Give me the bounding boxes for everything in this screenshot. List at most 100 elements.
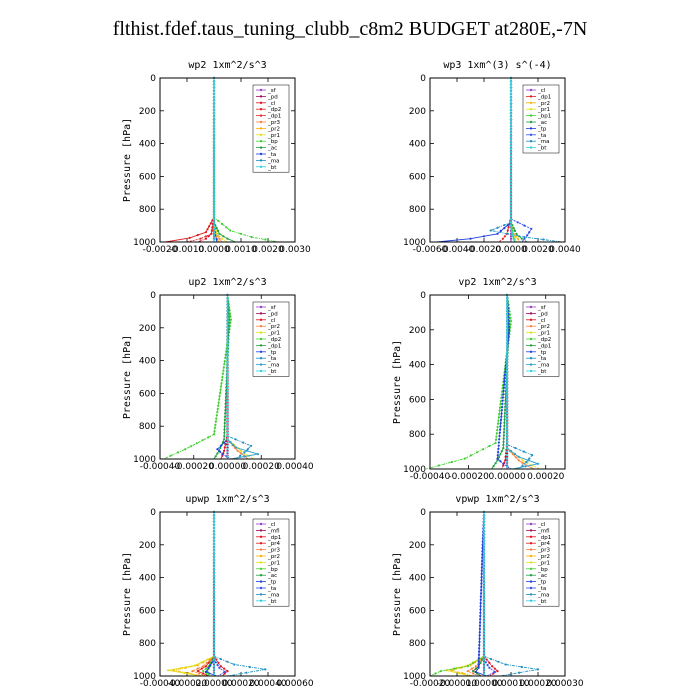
legend-entry: _sf xyxy=(267,88,277,94)
legend-marker xyxy=(529,529,533,532)
data-point xyxy=(239,232,243,235)
legend-entry: _pr2 xyxy=(537,324,550,330)
legend-marker xyxy=(259,567,263,570)
legend-entry: _bt xyxy=(537,369,547,375)
series-markers-bt xyxy=(506,293,509,468)
legend-marker xyxy=(529,554,533,558)
data-point xyxy=(204,237,207,240)
data-point xyxy=(513,452,517,455)
data-point xyxy=(212,86,216,89)
data-point xyxy=(226,390,229,393)
data-point xyxy=(219,658,222,661)
chart-panel-0: wp2 1xm^2/s^3 Pressure [hPa] 0 200 400 600 800… xyxy=(122,60,311,255)
legend-entry: _bt xyxy=(537,599,547,605)
data-point xyxy=(504,459,507,462)
data-point xyxy=(503,428,506,431)
data-point xyxy=(497,441,500,444)
series-markers-pr1 xyxy=(226,293,249,457)
data-point xyxy=(212,80,216,83)
x-tick-label: 0.00040 xyxy=(249,679,286,689)
data-point xyxy=(223,435,226,438)
y-tick-label: 400 xyxy=(409,140,426,150)
data-point xyxy=(215,658,218,661)
x-tick-label: 0.0020 xyxy=(522,245,554,255)
data-point xyxy=(194,664,197,667)
data-point xyxy=(212,568,216,571)
series-markers-pr1 xyxy=(167,510,216,675)
legend-entry: _ac xyxy=(267,573,277,579)
data-point xyxy=(221,222,224,226)
data-point xyxy=(497,419,500,422)
x-tick-label: 0.00000 xyxy=(209,462,246,472)
data-point xyxy=(482,536,486,539)
data-point xyxy=(482,523,486,526)
data-point xyxy=(204,231,207,234)
data-point xyxy=(212,562,216,565)
data-point xyxy=(226,364,229,367)
data-point xyxy=(226,303,229,306)
legend-marker xyxy=(259,350,263,353)
data-point xyxy=(226,351,229,354)
data-point xyxy=(233,663,236,666)
legend-entry: _pr4 xyxy=(267,541,281,547)
data-point xyxy=(212,182,216,185)
data-point xyxy=(212,523,216,526)
data-point xyxy=(509,205,513,208)
legend-entry: _pr2 xyxy=(267,126,280,132)
data-point xyxy=(477,663,480,666)
data-point xyxy=(226,319,229,322)
x-tick-label: 0.0020 xyxy=(252,245,284,255)
y-tick-label: 600 xyxy=(139,172,156,182)
data-point xyxy=(212,559,216,562)
y-tick-label: 200 xyxy=(139,324,156,334)
x-tick-label: 0.00040 xyxy=(276,462,313,472)
legend-marker xyxy=(529,369,533,373)
legend-marker xyxy=(259,305,263,309)
y-tick-label: 800 xyxy=(139,422,156,432)
data-point xyxy=(250,444,253,447)
data-point xyxy=(226,419,229,422)
y-tick-label: 0 xyxy=(150,74,156,84)
data-point xyxy=(470,667,473,670)
data-point xyxy=(509,137,513,141)
legend-marker xyxy=(259,337,263,341)
data-point xyxy=(509,160,513,163)
y-tick-label: 1000 xyxy=(133,238,156,248)
data-point xyxy=(212,620,216,623)
y-tick-label: 0 xyxy=(420,508,426,518)
series-markers-bt xyxy=(212,510,216,675)
plot-frame xyxy=(159,77,296,243)
data-point xyxy=(223,441,226,444)
data-point xyxy=(500,412,503,415)
data-point xyxy=(180,666,183,669)
x-tick-label: 0.00060 xyxy=(276,679,313,689)
x-tick-label: -0.00040 xyxy=(140,679,181,689)
data-point xyxy=(506,405,509,408)
data-point xyxy=(509,202,513,205)
data-point xyxy=(223,670,226,674)
data-point xyxy=(212,600,216,603)
data-point xyxy=(212,626,216,629)
data-point xyxy=(207,661,210,665)
data-point xyxy=(490,658,493,661)
data-point xyxy=(498,406,502,409)
data-point xyxy=(226,383,229,386)
data-point xyxy=(510,227,513,230)
data-point xyxy=(212,121,216,124)
series-line-dp1 xyxy=(213,512,229,677)
data-point xyxy=(531,454,534,457)
data-point xyxy=(498,431,501,434)
legend-entry: _pr2 xyxy=(267,324,280,330)
legend-entry: _pr3 xyxy=(267,120,281,126)
legend-marker xyxy=(529,548,533,551)
y-tick-label: 600 xyxy=(139,606,156,616)
data-point xyxy=(509,237,513,240)
data-point xyxy=(506,300,509,303)
data-point xyxy=(509,189,513,192)
data-point xyxy=(212,189,216,192)
data-point xyxy=(212,584,216,587)
data-point xyxy=(439,670,442,673)
data-point xyxy=(509,214,513,218)
data-point xyxy=(482,533,486,536)
data-point xyxy=(499,229,502,232)
